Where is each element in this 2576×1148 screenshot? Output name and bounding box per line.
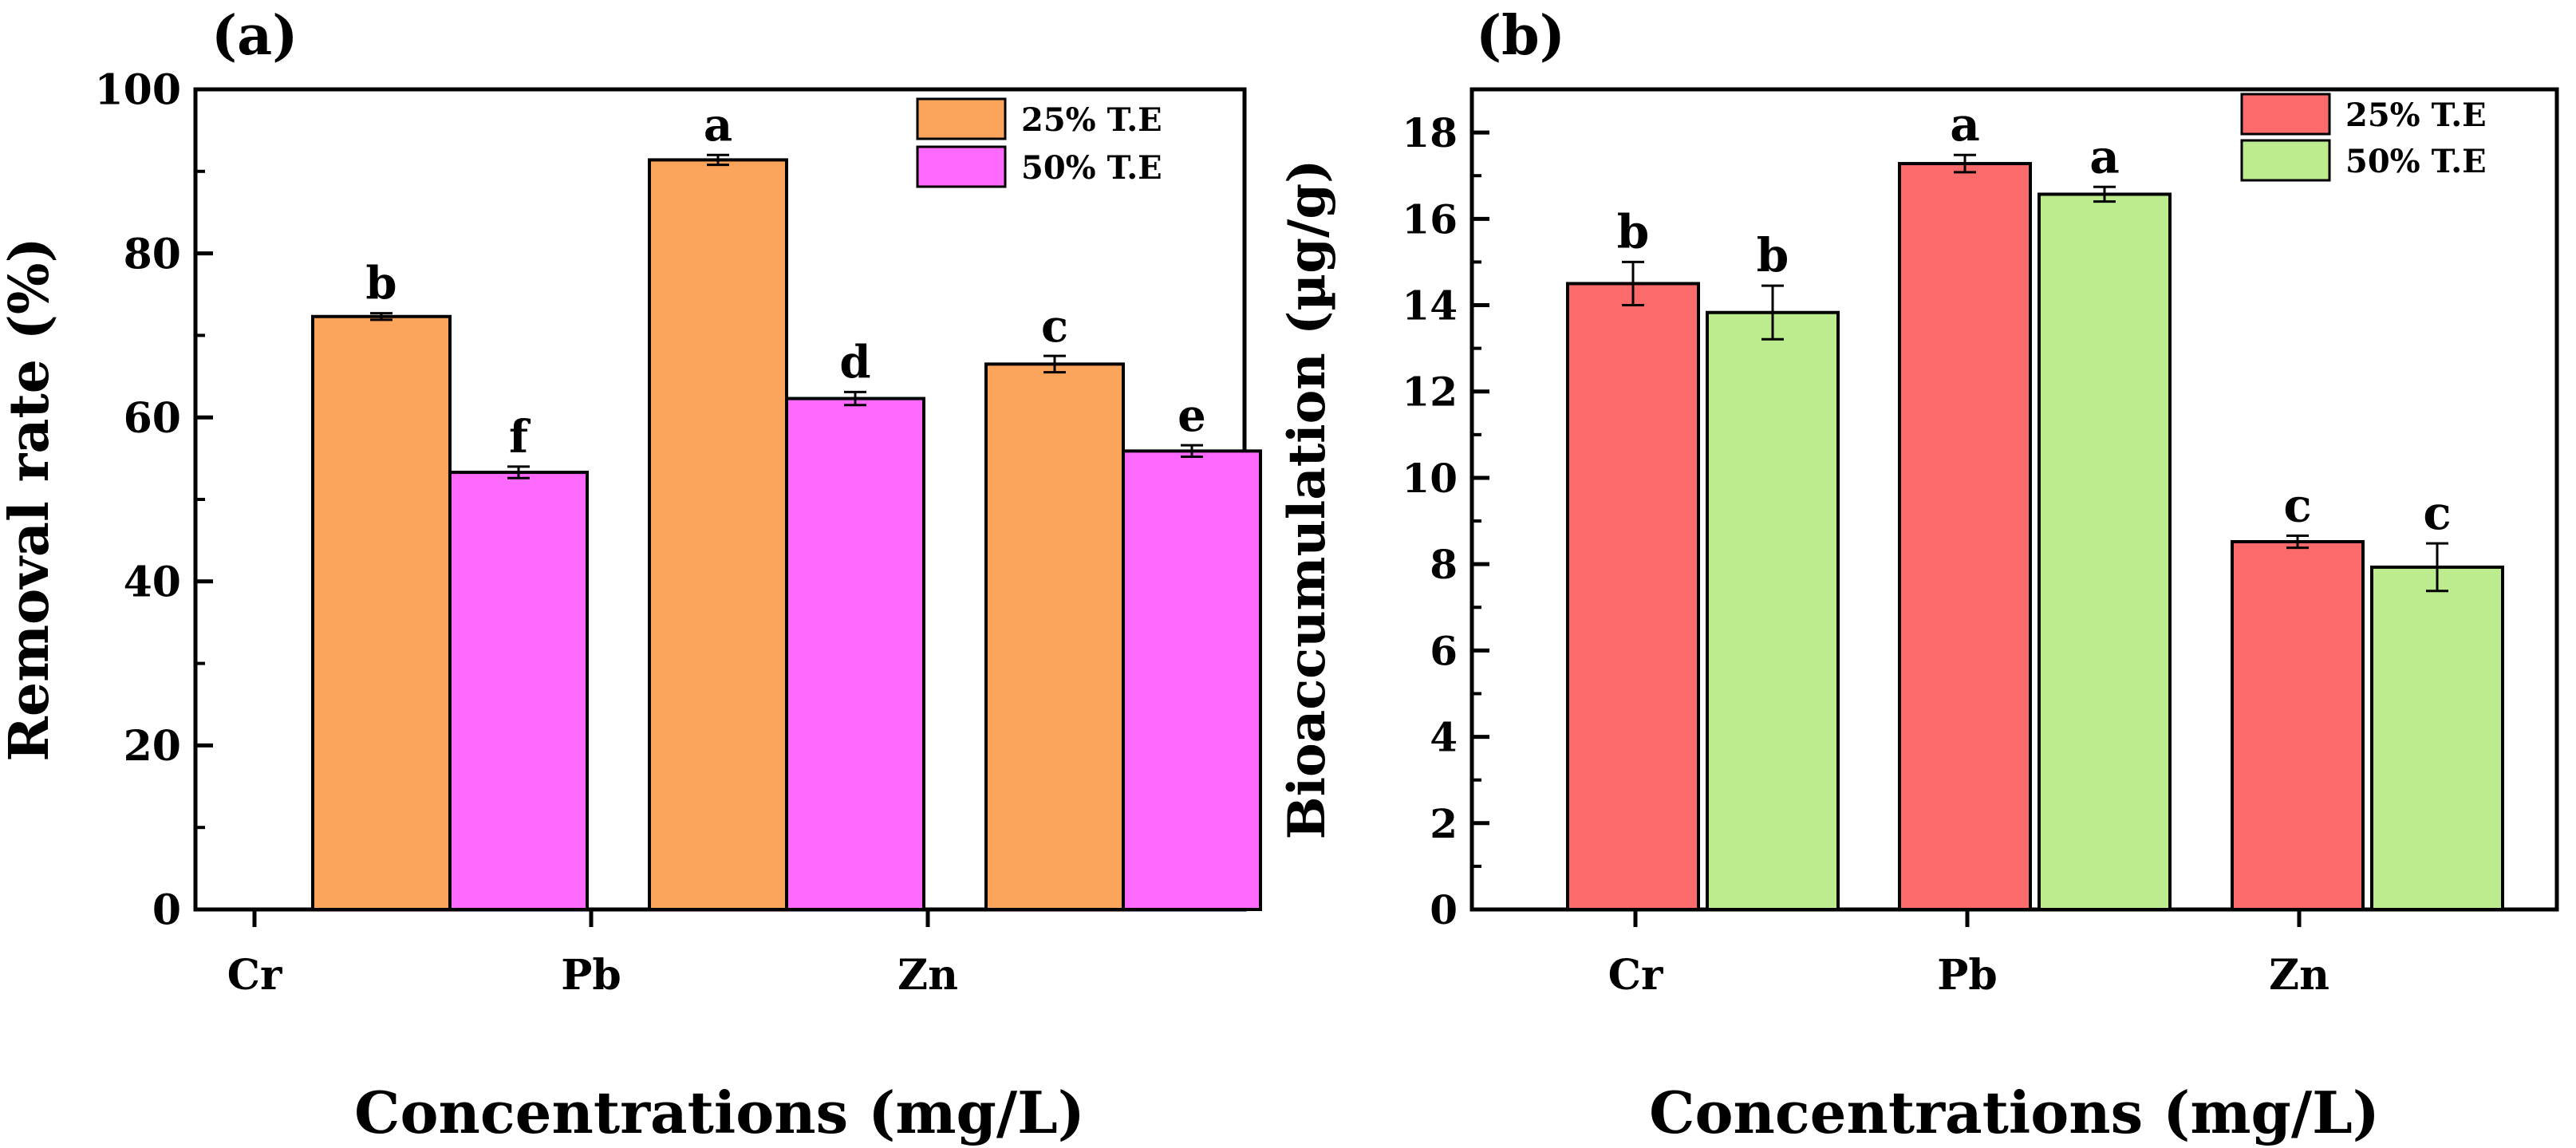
x-tick-label-a-1: Pb (561, 951, 621, 1000)
panel-label-b: (b) (1476, 4, 1565, 68)
y-axis-b: 0 2 4 6 8 10 12 14 16 18 (1402, 109, 1489, 933)
bar-a-s0-0 (311, 314, 452, 912)
y-tick-label-b-1: 2 (1430, 800, 1458, 847)
x-tick-label-b-2: Zn (2269, 951, 2329, 1000)
bar-b-s1-2 (2370, 565, 2504, 911)
y-tick-label-a-1: 20 (124, 722, 181, 771)
bar-a-s0-2 (984, 362, 1125, 911)
significance-letter-b-s1-0: b (1757, 228, 1789, 282)
significance-letter-b-s1-1: a (2089, 129, 2120, 183)
x-tick-label-a-2: Zn (897, 951, 958, 1000)
bar-b-s1-1 (2038, 192, 2172, 912)
bars-b: b a c b a c (1566, 97, 2504, 912)
bar-a-s1-0 (448, 471, 589, 911)
y-axis-title-a: Removal rate (%) (0, 237, 61, 761)
y-tick-label-b-2: 4 (1430, 714, 1458, 761)
x-tick-label-a-0: Cr (227, 951, 282, 1000)
significance-letter-b-s1-2: c (2423, 486, 2451, 540)
y-tick-label-b-7: 14 (1402, 282, 1458, 329)
y-tick-label-b-4: 8 (1430, 541, 1458, 588)
y-tick-label-a-3: 60 (124, 394, 181, 443)
legend-label-b-1: 50% T.E (2345, 143, 2487, 180)
bar-b-s1-0 (1706, 310, 1840, 912)
y-tick-label-b-5: 10 (1402, 455, 1458, 502)
significance-letter-b-s0-0: b (1617, 204, 1650, 258)
legend-label-a-0: 25% T.E (1021, 101, 1162, 139)
y-tick-label-a-2: 40 (124, 558, 181, 607)
legend-a: 25% T.E 50% T.E (916, 97, 1162, 188)
x-axis-title-a: Concentrations (mg/L) (354, 1079, 1085, 1146)
x-tick-label-b-1: Pb (1937, 951, 1997, 1000)
legend-swatch-b-0 (2240, 93, 2331, 136)
bar-a-s1-1 (785, 396, 925, 911)
y-tick-label-a-4: 80 (124, 230, 181, 278)
bar-b-s0-1 (1898, 162, 2032, 912)
y-tick-label-b-8: 16 (1402, 195, 1458, 243)
y-tick-label-b-3: 6 (1430, 627, 1458, 674)
significance-letter-a-s0-0: b (365, 258, 396, 310)
bars-a: b a c f d e (311, 99, 1262, 912)
bar-b-s0-2 (2231, 540, 2365, 911)
legend-swatch-a-0 (916, 97, 1007, 140)
significance-letter-b-s0-2: c (2283, 478, 2311, 532)
x-axis-b: Cr Pb Zn (1608, 909, 2329, 1000)
significance-letter-a-s0-2: c (1041, 300, 1068, 353)
y-tick-label-b-6: 12 (1402, 369, 1458, 416)
legend-b: 25% T.E 50% T.E (2240, 93, 2487, 182)
panel-label-a: (a) (211, 4, 298, 68)
bar-a-s0-1 (648, 158, 788, 911)
x-axis-title-b: Concentrations (mg/L) (1649, 1079, 2380, 1146)
y-tick-label-b-0: 0 (1430, 886, 1458, 933)
x-tick-label-b-0: Cr (1608, 951, 1663, 1000)
legend-swatch-b-1 (2240, 139, 2331, 182)
y-tick-label-b-9: 18 (1402, 109, 1458, 156)
bar-b-s0-0 (1566, 282, 1700, 911)
significance-letter-b-s0-1: a (1950, 97, 1980, 152)
x-axis-a: Cr Pb Zn (227, 909, 958, 1000)
significance-letter-a-s0-1: a (704, 99, 732, 152)
significance-letter-a-s1-1: d (839, 336, 870, 389)
legend-label-a-1: 50% T.E (1021, 149, 1162, 187)
legend-swatch-a-1 (916, 145, 1007, 188)
y-axis-a: 0 20 40 60 80 100 (94, 66, 213, 935)
panel-a: (a) 0 20 40 60 80 100 Cr Pb Zn b a c f d e Removal r… (0, 4, 1262, 1146)
legend-label-b-0: 25% T.E (2345, 97, 2487, 134)
y-tick-label-a-0: 0 (152, 886, 181, 935)
panel-b: (b) 0 2 4 6 8 10 12 14 16 18 Cr Pb Zn b a c b a c Bioacc… (1277, 4, 2559, 1146)
y-axis-title-b: Bioaccumulation (µg/g) (1277, 160, 1337, 840)
significance-letter-a-s1-0: f (509, 411, 531, 464)
y-tick-label-a-5: 100 (94, 66, 181, 115)
bar-a-s1-2 (1122, 449, 1262, 911)
significance-letter-a-s1-2: e (1178, 389, 1206, 442)
